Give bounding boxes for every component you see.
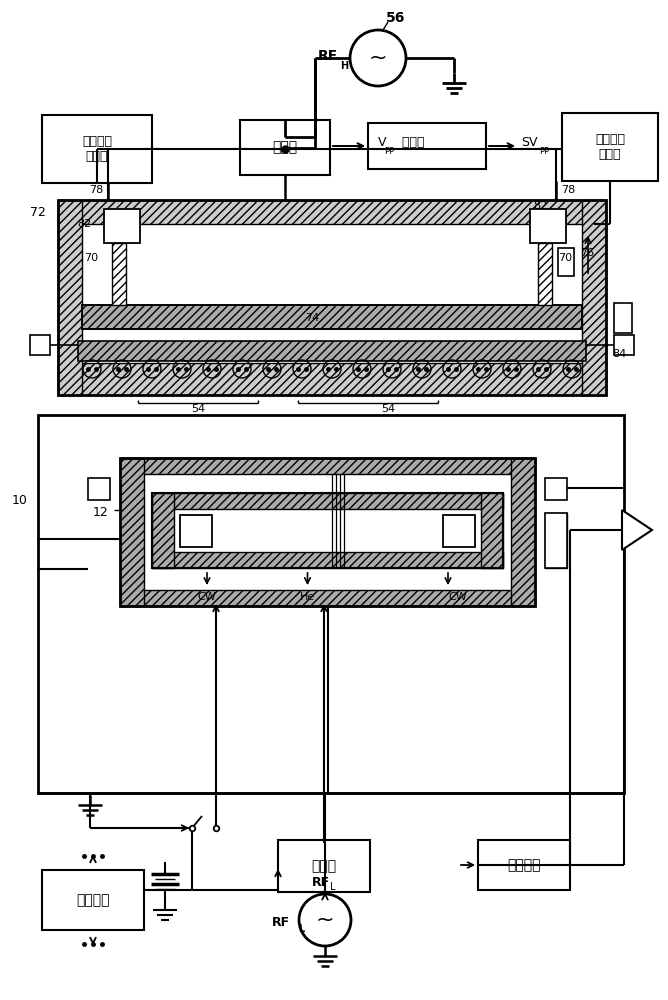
Text: 检测器: 检测器 [398, 136, 424, 149]
Text: 84: 84 [612, 349, 627, 359]
Bar [58, 363, 606, 395]
Bar [120, 458, 535, 606]
Bar [538, 243, 552, 305]
Text: 匹配器: 匹配器 [311, 859, 337, 873]
Text: 82: 82 [533, 201, 547, 211]
Text: PP: PP [384, 146, 394, 155]
Text: 72: 72 [30, 206, 46, 219]
Text: ~: ~ [369, 48, 387, 68]
Text: 82: 82 [77, 219, 92, 229]
Text: 10: 10 [12, 493, 28, 506]
Bar [545, 513, 567, 568]
Bar [545, 513, 567, 568]
Bar [152, 552, 503, 568]
Bar [530, 209, 566, 243]
Bar [582, 200, 606, 395]
Bar [104, 209, 140, 243]
Text: 70: 70 [84, 253, 98, 263]
Text: RF: RF [312, 876, 330, 888]
Bar [112, 243, 126, 305]
Bar [614, 335, 634, 355]
Bar [58, 200, 606, 395]
Text: 线圈高度
控制部: 线圈高度 控制部 [82, 135, 112, 163]
Bar [614, 303, 632, 333]
Bar [511, 458, 535, 606]
Bar [88, 478, 110, 500]
Bar [58, 200, 606, 224]
Text: 54: 54 [381, 404, 395, 414]
Bar [478, 840, 570, 890]
Bar [152, 493, 174, 568]
Bar [120, 458, 535, 474]
Bar [240, 120, 330, 175]
Bar [30, 335, 50, 355]
Text: 12: 12 [92, 506, 108, 520]
Bar [120, 590, 535, 606]
Text: 主控制部: 主控制部 [76, 893, 110, 907]
Bar [368, 123, 486, 169]
Text: H: H [340, 61, 348, 71]
Text: RF: RF [318, 49, 338, 63]
Text: L: L [330, 882, 336, 892]
Text: 78: 78 [89, 185, 103, 195]
Bar [278, 840, 370, 892]
Text: He: He [300, 592, 315, 602]
Text: PP: PP [539, 146, 549, 155]
Bar [42, 870, 144, 930]
Text: 70: 70 [558, 253, 572, 263]
Text: CW: CW [449, 592, 468, 602]
Bar [82, 305, 582, 329]
Bar [481, 493, 503, 568]
Bar [152, 493, 503, 509]
Bar [562, 113, 658, 181]
Text: 排气装置: 排气装置 [507, 858, 541, 872]
Polygon shape [622, 510, 652, 550]
Text: 78: 78 [561, 185, 575, 195]
Text: 76: 76 [580, 248, 594, 258]
Text: CW: CW [198, 592, 216, 602]
Text: 56: 56 [386, 11, 405, 25]
Text: ~: ~ [316, 910, 334, 930]
Bar [120, 458, 144, 606]
Text: SV: SV [521, 136, 538, 149]
Text: 74: 74 [305, 313, 319, 323]
Bar [443, 515, 475, 547]
Text: RF: RF [272, 916, 290, 928]
Bar [152, 493, 503, 568]
Bar [42, 115, 152, 183]
Bar [78, 341, 586, 361]
Text: 匹配器: 匹配器 [273, 140, 297, 154]
Text: V: V [377, 136, 386, 149]
Bar [545, 478, 567, 500]
Text: 54: 54 [191, 404, 205, 414]
Text: L: L [298, 924, 304, 934]
Bar [558, 248, 574, 276]
Text: 处理气体
供给源: 处理气体 供给源 [595, 133, 625, 161]
Bar [180, 515, 212, 547]
Bar [82, 305, 582, 329]
Bar [38, 415, 624, 793]
Bar [58, 200, 82, 395]
